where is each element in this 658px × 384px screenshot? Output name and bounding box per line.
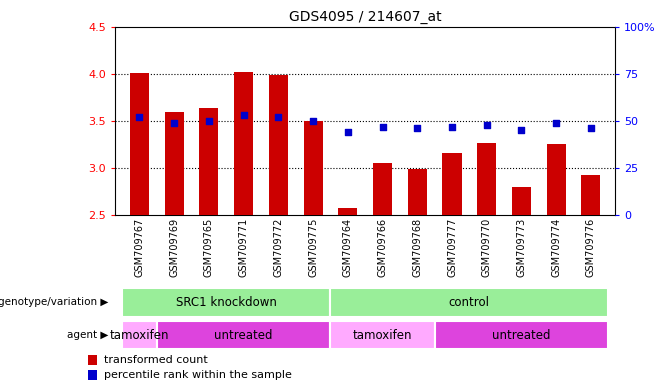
Point: [238, 112, 249, 118]
Text: genotype/variation ▶: genotype/variation ▶: [0, 297, 109, 308]
Point: [517, 127, 527, 134]
Bar: [269, 75, 288, 215]
Text: transformed count: transformed count: [103, 356, 207, 366]
Point: [273, 114, 284, 120]
Bar: [373, 163, 392, 215]
Bar: [442, 153, 461, 215]
Bar: [303, 121, 322, 215]
Text: untreated: untreated: [492, 329, 551, 341]
Text: SRC1 knockdown: SRC1 knockdown: [176, 296, 277, 309]
Text: untreated: untreated: [215, 329, 273, 341]
Point: [134, 114, 145, 120]
Point: [169, 120, 180, 126]
Bar: [130, 73, 149, 215]
Point: [482, 122, 492, 128]
Bar: [88, 370, 97, 380]
Point: [308, 118, 318, 124]
Point: [412, 126, 422, 132]
Point: [551, 120, 561, 126]
Text: agent ▶: agent ▶: [67, 330, 109, 340]
Text: tamoxifen: tamoxifen: [110, 329, 169, 341]
Bar: [199, 108, 218, 215]
Bar: [164, 113, 184, 215]
Bar: [157, 321, 330, 349]
Bar: [330, 288, 608, 317]
Bar: [338, 207, 357, 215]
Title: GDS4095 / 214607_at: GDS4095 / 214607_at: [289, 10, 442, 25]
Bar: [408, 169, 427, 215]
Point: [586, 126, 596, 132]
Point: [204, 118, 215, 124]
Text: percentile rank within the sample: percentile rank within the sample: [103, 370, 291, 380]
Bar: [88, 355, 97, 366]
Text: control: control: [449, 296, 490, 309]
Bar: [477, 142, 496, 215]
Bar: [330, 321, 435, 349]
Point: [343, 129, 353, 135]
Bar: [234, 72, 253, 215]
Text: tamoxifen: tamoxifen: [353, 329, 413, 341]
Bar: [435, 321, 608, 349]
Point: [377, 124, 388, 130]
Bar: [547, 144, 566, 215]
Bar: [122, 288, 330, 317]
Bar: [122, 321, 157, 349]
Bar: [512, 187, 531, 215]
Point: [447, 124, 457, 130]
Bar: [582, 175, 601, 215]
